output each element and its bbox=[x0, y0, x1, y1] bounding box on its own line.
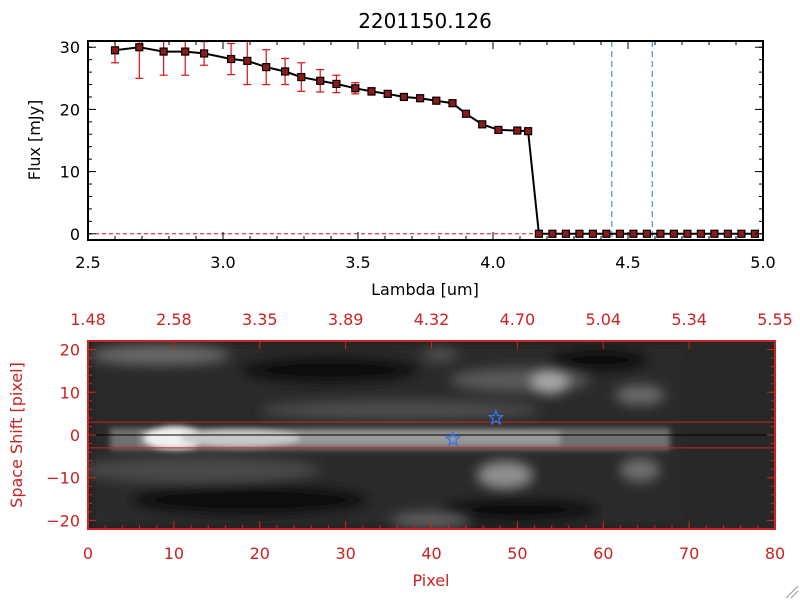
y-tick-label: −20 bbox=[46, 511, 80, 530]
flux-plot-frame bbox=[87, 40, 764, 241]
image-texture-light bbox=[88, 345, 665, 528]
top-tick-label: 3.89 bbox=[328, 310, 364, 329]
y-tick-label: 10 bbox=[60, 383, 80, 402]
y-tick-label: 0 bbox=[70, 426, 80, 445]
flux-plot-ticks: 2.5 3.0 3.5 4.0 4.5 5.0 0 10 20 30 bbox=[60, 38, 776, 272]
flux-data-point bbox=[332, 79, 341, 89]
flux-data-point bbox=[383, 89, 392, 98]
flux-data-point bbox=[461, 109, 471, 118]
x-tick-label: 10 bbox=[164, 544, 184, 563]
top-tick-label: 2.58 bbox=[156, 310, 192, 329]
x-tick-label: 60 bbox=[593, 544, 613, 563]
flux-data-point bbox=[642, 229, 652, 238]
flux-data-point bbox=[588, 229, 598, 238]
source-star-icon bbox=[487, 409, 505, 426]
y-tick-label: 10 bbox=[60, 163, 80, 182]
flux-data-point bbox=[297, 72, 306, 82]
flux-data-point bbox=[548, 229, 557, 238]
x-tick-label: 4.0 bbox=[480, 253, 505, 272]
flux-data-point bbox=[523, 127, 533, 136]
flux-data-point bbox=[416, 94, 425, 103]
y-axis-label-space-shift: Space Shift [pixel] bbox=[7, 362, 26, 508]
flux-data-point bbox=[243, 56, 252, 66]
y-tick-label: 0 bbox=[70, 225, 80, 244]
x-tick-label: 40 bbox=[421, 544, 441, 563]
x-tick-label: 3.5 bbox=[345, 253, 370, 272]
flux-data-point bbox=[723, 229, 733, 238]
flux-data-point bbox=[602, 229, 611, 238]
x-tick-label: 50 bbox=[507, 544, 527, 563]
spectrum-image-ticks: 0 10 20 30 40 50 60 70 80 1.48 2.58 3.35 3.89 4.32 4.7… bbox=[46, 310, 793, 563]
flux-data-point bbox=[696, 229, 706, 238]
flux-data-point bbox=[159, 47, 168, 56]
flux-data-point bbox=[316, 76, 325, 85]
flux-data-point bbox=[513, 126, 522, 135]
flux-data-point bbox=[615, 229, 625, 238]
x-axis-label-pixel: Pixel bbox=[412, 571, 449, 590]
flux-data-point bbox=[683, 229, 692, 238]
flux-data-point bbox=[575, 229, 584, 238]
flux-data-point bbox=[110, 46, 120, 55]
top-tick-label: 5.04 bbox=[585, 310, 621, 329]
flux-data-point bbox=[200, 49, 209, 58]
flux-data-point bbox=[227, 54, 236, 64]
flux-data-point bbox=[710, 229, 719, 238]
flux-data-point bbox=[262, 63, 271, 72]
flux-series-line bbox=[114, 46, 755, 235]
y-tick-label: 20 bbox=[60, 100, 80, 119]
x-tick-label: 5.0 bbox=[750, 253, 775, 272]
flux-data-point bbox=[281, 67, 290, 76]
flux-data-point bbox=[399, 92, 408, 102]
y-tick-label: 20 bbox=[60, 341, 80, 360]
y-tick-label: 30 bbox=[60, 38, 80, 57]
flux-data-point bbox=[478, 120, 487, 129]
top-tick-label: 1.48 bbox=[70, 310, 106, 329]
spectral-trace bbox=[110, 426, 670, 450]
x-tick-label: 4.5 bbox=[615, 253, 640, 272]
x-tick-label: 0 bbox=[83, 544, 93, 563]
flux-data-point bbox=[534, 229, 544, 238]
spectrum-image: 0 10 20 30 40 50 60 70 80 1.48 2.58 3.35 3.89 4.32 4.7… bbox=[46, 310, 793, 563]
x-tick-label: 80 bbox=[765, 544, 785, 563]
top-tick-label: 4.70 bbox=[500, 310, 536, 329]
x-tick-label: 20 bbox=[250, 544, 270, 563]
y-tick-label: −10 bbox=[46, 469, 80, 488]
flux-data-point bbox=[135, 43, 144, 52]
resize-grip-icon[interactable] bbox=[785, 585, 799, 599]
x-axis-label-lambda: Lambda [um] bbox=[371, 280, 479, 299]
flux-data-point bbox=[669, 229, 679, 238]
flux-data-point bbox=[656, 229, 665, 238]
spectrum-image-overlays bbox=[88, 409, 775, 449]
flux-data-point bbox=[629, 229, 638, 238]
flux-data-point bbox=[181, 47, 190, 56]
source-star-icon bbox=[444, 430, 462, 447]
flux-data-point bbox=[432, 96, 441, 105]
flux-data-point bbox=[494, 125, 503, 135]
flux-data-point bbox=[351, 84, 360, 93]
x-tick-label: 2.5 bbox=[75, 253, 100, 272]
top-tick-label: 5.55 bbox=[757, 310, 793, 329]
x-tick-label: 30 bbox=[335, 544, 355, 563]
x-tick-label: 3.0 bbox=[210, 253, 235, 272]
flux-plot: 2.5 3.0 3.5 4.0 4.5 5.0 0 10 20 30 bbox=[60, 38, 776, 272]
top-tick-label: 5.34 bbox=[671, 310, 707, 329]
chart-title: 2201150.126 bbox=[358, 9, 492, 33]
y-axis-label-flux: Flux [mJy] bbox=[25, 100, 44, 181]
top-tick-label: 3.35 bbox=[242, 310, 278, 329]
flux-data-point bbox=[367, 87, 376, 96]
flux-data-point bbox=[448, 99, 457, 108]
flux-data-point bbox=[561, 229, 571, 238]
x-tick-label: 70 bbox=[679, 544, 699, 563]
flux-data-point bbox=[737, 229, 746, 238]
top-tick-label: 4.32 bbox=[414, 310, 450, 329]
flux-plot-content bbox=[88, 41, 763, 240]
